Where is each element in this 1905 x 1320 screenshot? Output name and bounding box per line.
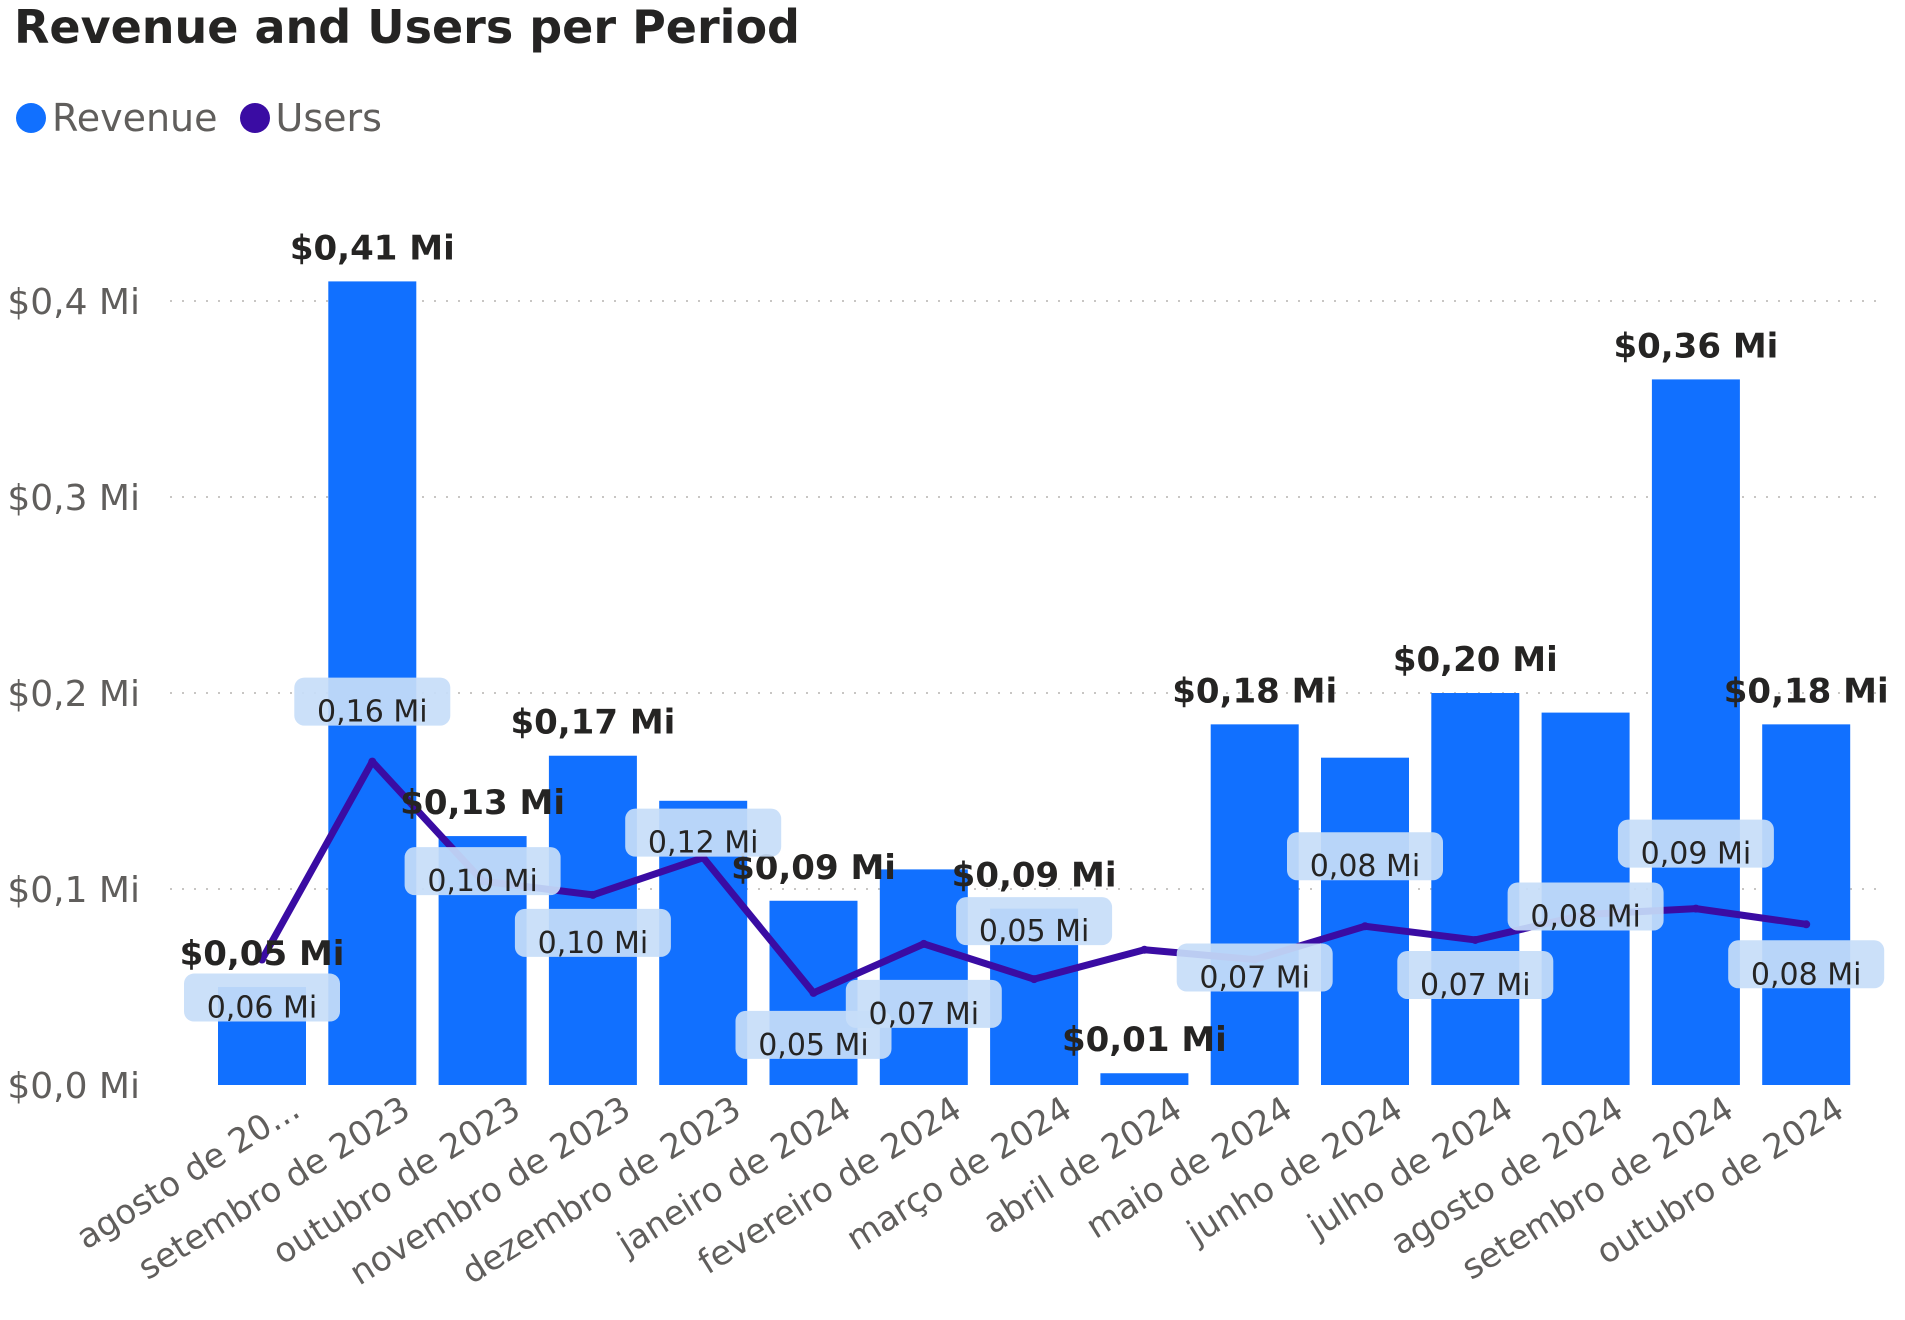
legend-users-dot	[239, 103, 270, 133]
users-point	[1691, 904, 1700, 913]
users-data-label: 0,10 Mi	[427, 864, 538, 899]
users-point	[809, 988, 818, 997]
revenue-data-label: $0,41 Mi	[290, 228, 455, 268]
users-data-label: 0,05 Mi	[979, 914, 1090, 949]
revenue-bar	[1431, 693, 1520, 1085]
users-label-background	[1397, 950, 1554, 999]
y-tick-label: $0,1 Mi	[7, 870, 140, 911]
users-label-background	[1176, 943, 1333, 992]
users-data-label: 0,05 Mi	[758, 1028, 869, 1063]
users-label-background	[514, 908, 671, 957]
y-tick-label: $0,2 Mi	[7, 674, 140, 715]
legend-item-users[interactable]: Users	[239, 96, 382, 140]
users-label-background	[294, 677, 451, 726]
users-data-label: 0,08 Mi	[1310, 849, 1421, 884]
users-label-background	[845, 979, 1002, 1028]
revenue-data-label: $0,09 Mi	[952, 856, 1117, 896]
legend: Revenue Users	[16, 96, 382, 140]
users-point	[1802, 920, 1811, 929]
users-label-background	[956, 897, 1113, 946]
revenue-data-label: $0,36 Mi	[1613, 326, 1778, 366]
y-tick-label: $0,4 Mi	[7, 282, 140, 323]
legend-revenue-label: Revenue	[52, 96, 218, 140]
users-label-background	[1507, 882, 1664, 931]
revenue-bars	[218, 281, 1851, 1085]
users-data-label: 0,07 Mi	[1420, 968, 1531, 1003]
revenue-data-label: $0,13 Mi	[400, 783, 565, 823]
revenue-data-label: $0,20 Mi	[1393, 640, 1558, 680]
users-data-label: 0,08 Mi	[1751, 957, 1862, 992]
users-data-label: 0,16 Mi	[317, 695, 428, 730]
users-point	[1471, 935, 1480, 944]
users-point	[1140, 945, 1149, 954]
users-point	[588, 890, 597, 899]
data-labels: $0,05 Mi $0,41 Mi $0,13 Mi $0,17 Mi $0,09 Mi…	[180, 228, 1889, 1062]
revenue-bar	[1762, 724, 1851, 1085]
y-tick-label: $0,0 Mi	[7, 1066, 140, 1107]
revenue-data-label: $0,18 Mi	[1724, 671, 1889, 711]
revenue-bar	[1100, 1073, 1189, 1085]
revenue-bar	[1321, 757, 1409, 1085]
revenue-bar	[879, 869, 968, 1085]
users-point	[1030, 975, 1039, 984]
users-data-label: 0,06 Mi	[207, 991, 318, 1026]
users-label-background	[1287, 832, 1443, 881]
users-label-background	[404, 847, 561, 896]
y-tick-label: $0,3 Mi	[7, 478, 140, 519]
y-axis: $0,0 Mi $0,1 Mi $0,2 Mi $0,3 Mi $0,4 Mi	[7, 282, 140, 1107]
users-data-label: 0,12 Mi	[648, 826, 759, 861]
users-data-label: 0,07 Mi	[869, 997, 980, 1032]
revenue-data-label: $0,18 Mi	[1172, 671, 1337, 711]
revenue-data-label: $0,05 Mi	[180, 934, 345, 974]
users-label-background	[1728, 940, 1885, 989]
users-label-background	[625, 808, 782, 857]
legend-users-label: Users	[275, 96, 382, 140]
users-point	[1361, 922, 1369, 931]
users-label-background	[184, 973, 340, 1022]
users-point	[919, 939, 928, 948]
legend-revenue-dot	[16, 103, 46, 133]
users-data-label: 0,07 Mi	[1199, 961, 1310, 996]
revenue-bar	[1210, 724, 1299, 1085]
users-data-label: 0,09 Mi	[1641, 837, 1752, 872]
users-data-label: 0,10 Mi	[538, 926, 649, 961]
users-label-background	[1617, 819, 1774, 868]
revenue-data-label: $0,17 Mi	[510, 703, 675, 743]
revenue-data-label: $0,01 Mi	[1062, 1020, 1227, 1060]
users-point	[368, 757, 377, 766]
users-point	[258, 955, 266, 964]
legend-item-revenue[interactable]: Revenue	[16, 96, 218, 140]
chart-title: Revenue and Users per Period	[14, 0, 800, 54]
users-data-label: 0,08 Mi	[1530, 899, 1641, 934]
revenue-bar	[1651, 379, 1740, 1085]
